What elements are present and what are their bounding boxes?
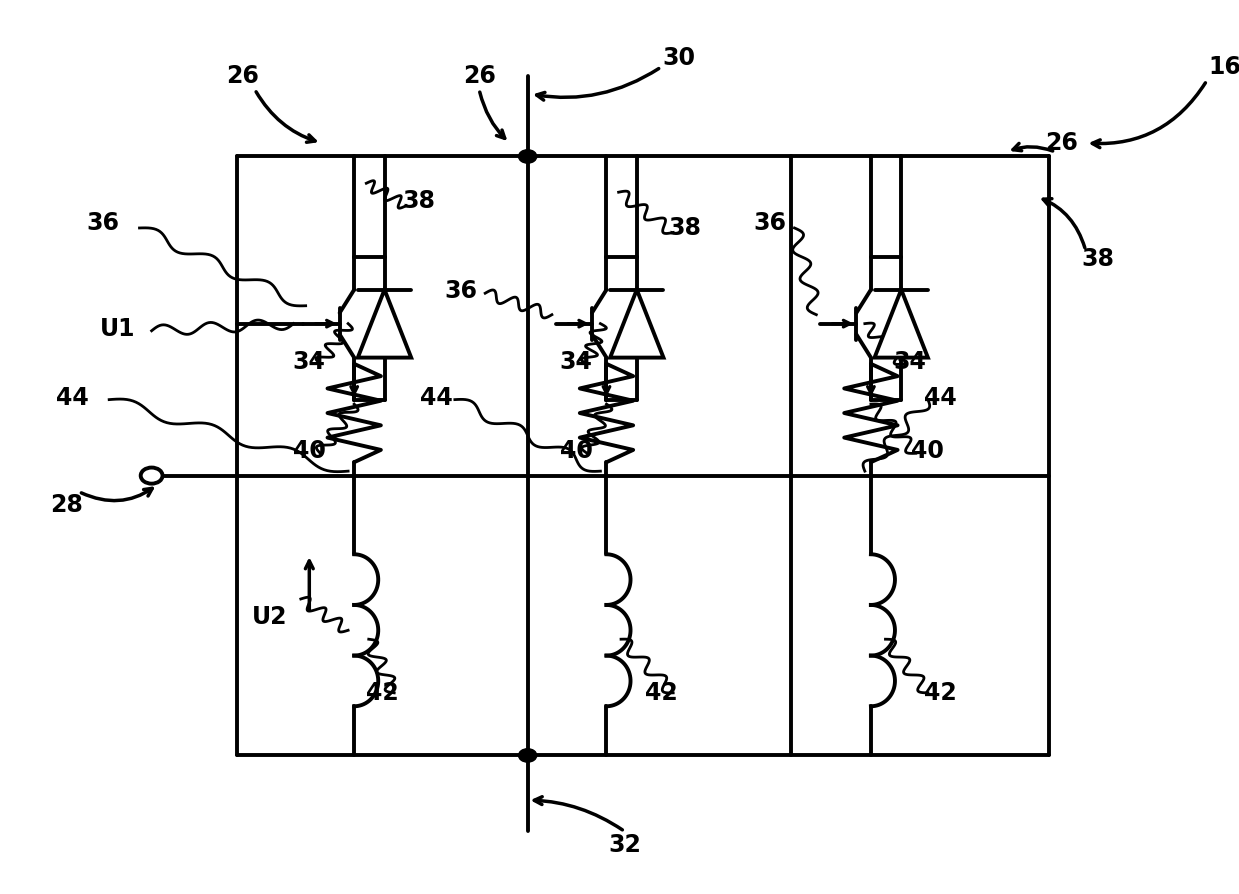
Text: U1: U1 — [100, 317, 135, 341]
Polygon shape — [358, 290, 411, 358]
Text: 28: 28 — [51, 493, 83, 517]
Text: 26: 26 — [1044, 131, 1078, 155]
Polygon shape — [610, 290, 664, 358]
Text: 34: 34 — [292, 350, 326, 374]
Text: 40: 40 — [560, 440, 592, 463]
Text: 42: 42 — [644, 681, 678, 704]
Text: 16: 16 — [1209, 55, 1239, 79]
Circle shape — [141, 468, 162, 484]
Text: 42: 42 — [923, 681, 957, 704]
Polygon shape — [875, 290, 928, 358]
Text: 36: 36 — [445, 279, 477, 302]
Text: 32: 32 — [608, 833, 641, 856]
Text: 40: 40 — [292, 440, 326, 463]
Text: 26: 26 — [462, 64, 496, 88]
Text: U2: U2 — [252, 605, 287, 628]
Text: 44: 44 — [420, 386, 453, 409]
Text: 36: 36 — [753, 212, 787, 235]
Text: 38: 38 — [669, 216, 701, 240]
Text: 38: 38 — [401, 190, 435, 213]
Text: 36: 36 — [87, 212, 120, 235]
Text: 44: 44 — [923, 386, 957, 409]
Text: 34: 34 — [893, 350, 927, 374]
Text: 30: 30 — [663, 46, 696, 70]
Circle shape — [519, 149, 536, 164]
Text: 34: 34 — [560, 350, 592, 374]
Text: 42: 42 — [366, 681, 399, 704]
Text: 26: 26 — [227, 64, 259, 88]
Text: 40: 40 — [912, 440, 944, 463]
Text: 38: 38 — [1082, 248, 1114, 271]
Circle shape — [519, 749, 536, 762]
Text: 44: 44 — [57, 386, 89, 409]
